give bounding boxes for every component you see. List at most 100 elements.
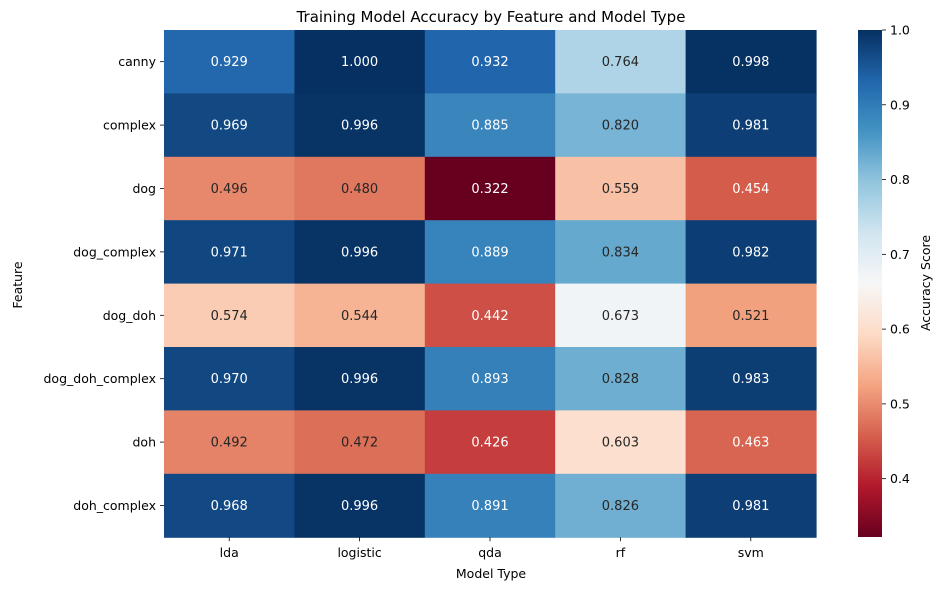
- heatmap-cell-label: 0.826: [602, 499, 639, 514]
- heatmap-cell-label: 0.480: [341, 182, 378, 197]
- y-axis-label: Feature: [10, 261, 25, 309]
- heatmap-cell-label: 1.000: [341, 55, 378, 70]
- heatmap-cell: [294, 410, 426, 475]
- heatmap-cell: [555, 283, 687, 348]
- heatmap-cell: [164, 473, 295, 538]
- heatmap-cell-label: 0.820: [602, 119, 639, 134]
- heatmap-cell: [555, 30, 687, 94]
- y-tick-label: dog_complex: [73, 244, 156, 259]
- colorbar-tick-label: 0.9: [890, 97, 910, 112]
- heatmap-cell: [164, 220, 295, 285]
- heatmap-cell-labels: 0.929 1.000 0.932 0.764 0.998 0.969 0.996 0.885…: [211, 55, 770, 514]
- heatmap-cell: [424, 220, 556, 285]
- y-tick-label: doh: [132, 435, 156, 450]
- heatmap-cell-label: 0.932: [471, 55, 508, 70]
- heatmap-cell: [164, 347, 295, 411]
- heatmap-cell: [294, 156, 426, 221]
- heatmap-cell-label: 0.971: [211, 245, 248, 260]
- heatmap-cell-label: 0.981: [732, 499, 769, 514]
- heatmap-cell: [685, 93, 817, 158]
- colorbar-tick-label: 0.6: [890, 322, 910, 337]
- heatmap-cell-label: 0.496: [211, 182, 248, 197]
- heatmap-cell: [555, 156, 687, 221]
- heatmap-cell-label: 0.544: [341, 309, 378, 324]
- heatmap-cell-label: 0.574: [211, 309, 248, 324]
- heatmap-cell-label: 0.891: [471, 499, 508, 514]
- heatmap-cell-label: 0.322: [471, 182, 508, 197]
- heatmap-cell: [685, 220, 817, 285]
- heatmap-cell-label: 0.968: [211, 499, 248, 514]
- heatmap-cell-label: 0.426: [471, 436, 508, 451]
- x-tick-label: svm: [738, 545, 764, 560]
- heatmap-cell-label: 0.673: [602, 309, 639, 324]
- heatmap-cell: [685, 156, 817, 221]
- heatmap-cell: [685, 410, 817, 475]
- heatmap-cell: [294, 30, 426, 94]
- heatmap-cell: [555, 220, 687, 285]
- y-axis-ticks: canny complex dog dog_complex dog_doh dog_doh…: [44, 54, 164, 513]
- y-tick-label: dog_doh_complex: [44, 371, 157, 386]
- heatmap-cell-label: 0.893: [471, 372, 508, 387]
- heatmap-cell-label: 0.463: [732, 436, 769, 451]
- heatmap-cell: [424, 283, 556, 348]
- heatmap-cell: [294, 473, 426, 538]
- heatmap-cell: [424, 410, 556, 475]
- heatmap-cell-label: 0.889: [471, 245, 508, 260]
- heatmap-cell-label: 0.834: [602, 245, 639, 260]
- chart-title: Training Model Accuracy by Feature and M…: [296, 8, 686, 26]
- heatmap-cell-label: 0.603: [602, 436, 639, 451]
- heatmap-cell-label: 0.521: [732, 309, 769, 324]
- heatmap-cell-label: 0.559: [602, 182, 639, 197]
- heatmap-cell: [685, 347, 817, 411]
- heatmap-cell: [555, 410, 687, 475]
- heatmap-cell-label: 0.996: [341, 372, 378, 387]
- heatmap-cell-label: 0.472: [341, 436, 378, 451]
- heatmap-cell-label: 0.970: [211, 372, 248, 387]
- heatmap-cell-label: 0.929: [211, 55, 248, 70]
- x-tick-label: qda: [478, 545, 502, 560]
- heatmap-cell: [685, 473, 817, 538]
- heatmap-cell: [685, 283, 817, 348]
- heatmap-cell: [424, 347, 556, 411]
- heatmap-cell: [294, 220, 426, 285]
- heatmap-cell: [164, 30, 295, 94]
- colorbar-tick-label: 0.4: [890, 471, 910, 486]
- heatmap-cell-label: 0.885: [471, 119, 508, 134]
- heatmap-cell: [164, 93, 295, 158]
- heatmap-cell-label: 0.983: [732, 372, 769, 387]
- heatmap-cell: [424, 156, 556, 221]
- heatmap-cell: [294, 283, 426, 348]
- x-axis-label: Model Type: [456, 566, 527, 581]
- heatmap-cell-label: 0.981: [732, 119, 769, 134]
- heatmap-cell-label: 0.996: [341, 499, 378, 514]
- heatmap-cell: [424, 93, 556, 158]
- colorbar-tick-label: 0.8: [890, 172, 910, 187]
- colorbar: [858, 30, 882, 537]
- y-tick-label: doh_complex: [73, 498, 156, 513]
- heatmap-cell-label: 0.454: [732, 182, 769, 197]
- x-tick-label: lda: [220, 545, 239, 560]
- heatmap-cell: [164, 410, 295, 475]
- y-tick-label: complex: [103, 118, 156, 133]
- x-tick-label: logistic: [337, 545, 381, 560]
- heatmap-cell-label: 0.982: [732, 245, 769, 260]
- heatmap-cell: [164, 156, 295, 221]
- heatmap-cell-label: 0.442: [471, 309, 508, 324]
- heatmap-cell: [685, 30, 817, 94]
- heatmap-cell-label: 0.996: [341, 119, 378, 134]
- colorbar-tick-label: 0.5: [890, 396, 910, 411]
- colorbar-tick-label: 0.7: [890, 247, 910, 262]
- heatmap-cell: [555, 93, 687, 158]
- heatmap-cell-label: 0.969: [211, 119, 248, 134]
- heatmap-cell-label: 0.764: [602, 55, 639, 70]
- heatmap-cell-label: 0.492: [211, 436, 248, 451]
- heatmap-cell: [294, 93, 426, 158]
- heatmap-cell: [294, 347, 426, 411]
- heatmap-cell-label: 0.998: [732, 55, 769, 70]
- y-tick-label: dog: [132, 181, 156, 196]
- heatmap-cell: [424, 30, 556, 94]
- heatmap-cell-label: 0.996: [341, 245, 378, 260]
- y-tick-label: dog_doh: [103, 308, 156, 323]
- heatmap-cells: [164, 30, 817, 538]
